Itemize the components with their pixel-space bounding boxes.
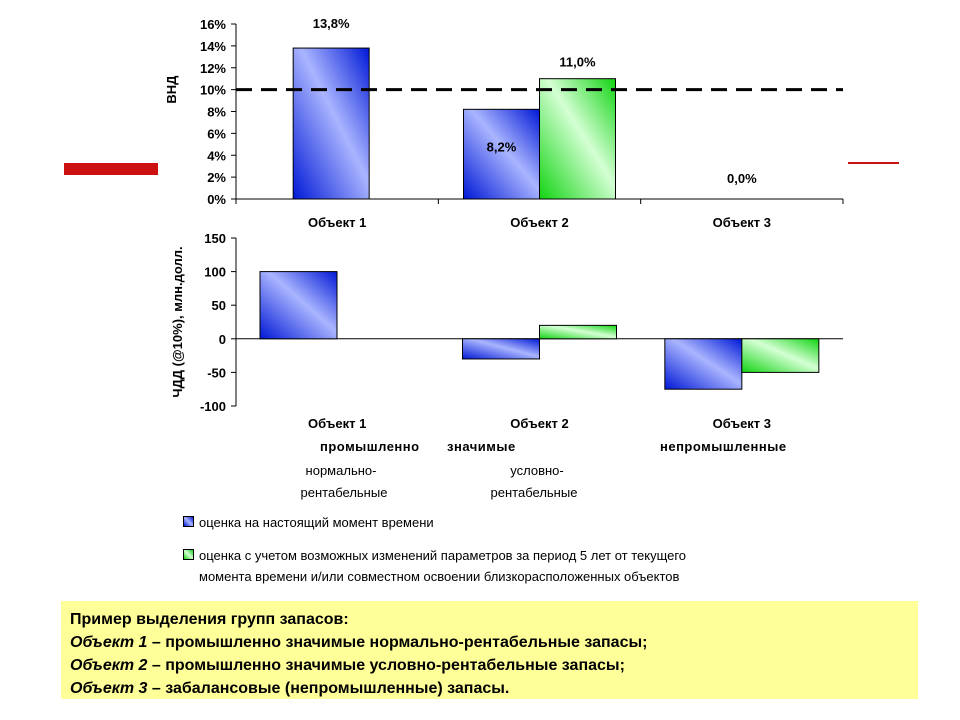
sublabel-1-line1: нормально- — [306, 463, 377, 478]
npv-y-tick-label: 100 — [204, 265, 226, 280]
irr-data-label: 0,0% — [727, 171, 757, 186]
npv-bar — [741, 338, 820, 373]
sublabel-2-line2: рентабельные — [491, 485, 578, 500]
irr-category-label: Объект 2 — [510, 215, 568, 230]
legend-text-forecast-line1: оценка с учетом возможных изменений пара… — [199, 548, 687, 563]
npv-bar — [664, 338, 743, 390]
note-row-2-object: Объект 2 — [70, 657, 148, 674]
note-row-1-object: Объект 1 — [70, 634, 148, 651]
irr-y-tick-label: 4% — [207, 148, 226, 163]
legend-swatch-blue — [183, 516, 194, 527]
note-title: Пример выделения групп запасов: — [70, 611, 349, 628]
npv-y-tick-label: 150 — [204, 231, 226, 246]
irr-y-tick-label: 6% — [207, 126, 226, 141]
note-row-3-object: Объект 3 — [70, 680, 148, 697]
irr-y-tick-label: 8% — [207, 105, 226, 120]
npv-category-label: Объект 1 — [308, 416, 366, 431]
note-row-3-text: – забалансовые (непромышленные) запасы. — [147, 680, 510, 697]
chart-svg: 0% 2% 4% 6% 8% 10% 12% 14% 16% Объект 1 Объект 2 Об… — [164, 16, 844, 500]
npv-bar — [259, 271, 338, 340]
irr-y-tick-label: 0% — [207, 192, 226, 207]
npv-y-tick-label: -50 — [207, 365, 226, 380]
legend-text-current: оценка на настоящий момент времени — [199, 515, 434, 530]
irr-data-label: 13,8% — [313, 16, 350, 31]
note-row-1: Объект 1 – промышленно значимые нормальн… — [70, 631, 909, 654]
note-row-1-text: – промышленно значимые нормально-рентабе… — [147, 634, 648, 651]
note-row-2: Объект 2 – промышленно значимые условно-… — [70, 654, 909, 677]
irr-data-label: 8,2% — [487, 139, 517, 154]
note-row-3: Объект 3 – забалансовые (непромышленные)… — [70, 677, 909, 700]
irr-chart: 0% 2% 4% 6% 8% 10% 12% 14% 16% Объект 1 Объект 2 Об… — [164, 16, 844, 230]
irr-bar — [539, 78, 616, 200]
irr-axis-title: ВНД — [164, 75, 179, 104]
sublabel-2-line1: условно- — [510, 463, 563, 478]
npv-category-label: Объект 2 — [510, 416, 568, 431]
npv-y-tick-label: 50 — [212, 298, 226, 313]
npv-chart: -100 -50 0 50 100 150 Объект 1 Объект 2 Объект 3… — [170, 231, 843, 431]
irr-y-tick-label: 10% — [200, 83, 226, 98]
irr-category-label: Объект 3 — [713, 215, 771, 230]
irr-bar — [463, 108, 540, 200]
irr-y-tick-label: 14% — [200, 39, 226, 54]
decorative-red-line — [845, 162, 899, 164]
group-label-significant: значимые — [447, 439, 516, 454]
sublabel-1-line2: рентабельные — [301, 485, 388, 500]
npv-y-tick-label: 0 — [219, 332, 226, 347]
irr-category-label: Объект 1 — [308, 215, 366, 230]
irr-data-label: 11,0% — [559, 55, 596, 70]
group-label-nonindustrial: непромышленные — [660, 439, 787, 454]
note-row-2-text: – промышленно значимые условно-рентабель… — [147, 657, 625, 674]
irr-y-tick-label: 12% — [200, 61, 226, 76]
legend-text-forecast-line2: момента времени и/или совместном освоени… — [199, 569, 680, 584]
npv-bar — [462, 338, 540, 360]
legend-swatch-green — [183, 549, 194, 560]
irr-bar — [292, 47, 370, 200]
irr-y-tick-label: 16% — [200, 17, 226, 32]
npv-category-label: Объект 3 — [713, 416, 771, 431]
group-label-industrial: промышленно — [320, 439, 420, 454]
example-note-box: Пример выделения групп запасов: Объект 1… — [61, 601, 918, 699]
npv-bar — [539, 324, 617, 340]
npv-axis-title: ЧДД (@10%), млн.долл. — [170, 246, 185, 397]
decorative-red-bar — [64, 163, 174, 175]
npv-y-tick-label: -100 — [200, 399, 226, 414]
irr-y-tick-label: 2% — [207, 170, 226, 185]
